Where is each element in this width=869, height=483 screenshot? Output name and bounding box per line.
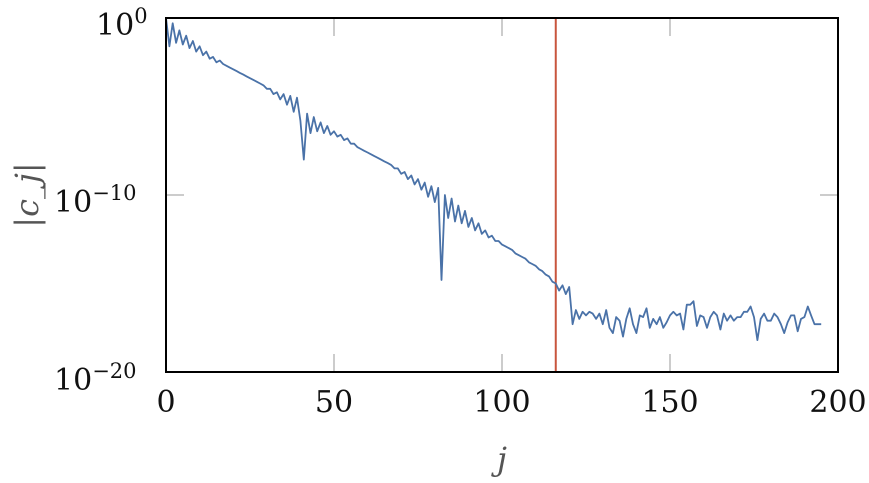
y-tick-label: 10−10 — [54, 181, 137, 220]
series-line — [165, 17, 822, 342]
x-axis: 0 50 100 150 200 j — [156, 385, 866, 478]
tick-marks — [166, 18, 838, 372]
plot-background — [166, 18, 838, 372]
plot-frame — [165, 17, 839, 373]
x-tick-label: 200 — [809, 385, 866, 420]
x-tick-label: 100 — [473, 385, 530, 420]
x-tick-label: 50 — [315, 385, 353, 420]
x-tick-label: 150 — [641, 385, 698, 420]
y-tick-label: 10−20 — [54, 359, 137, 398]
x-tick-label: 0 — [156, 385, 175, 420]
y-axis-title: |c_j| — [8, 162, 46, 227]
svg-text:|c_j|: |c_j| — [8, 162, 46, 227]
plot-area — [165, 17, 839, 373]
y-axis: 100 10−10 10−20 |c_j| — [8, 4, 148, 398]
x-axis-title: j — [491, 440, 507, 478]
y-tick-label: 100 — [96, 4, 148, 43]
